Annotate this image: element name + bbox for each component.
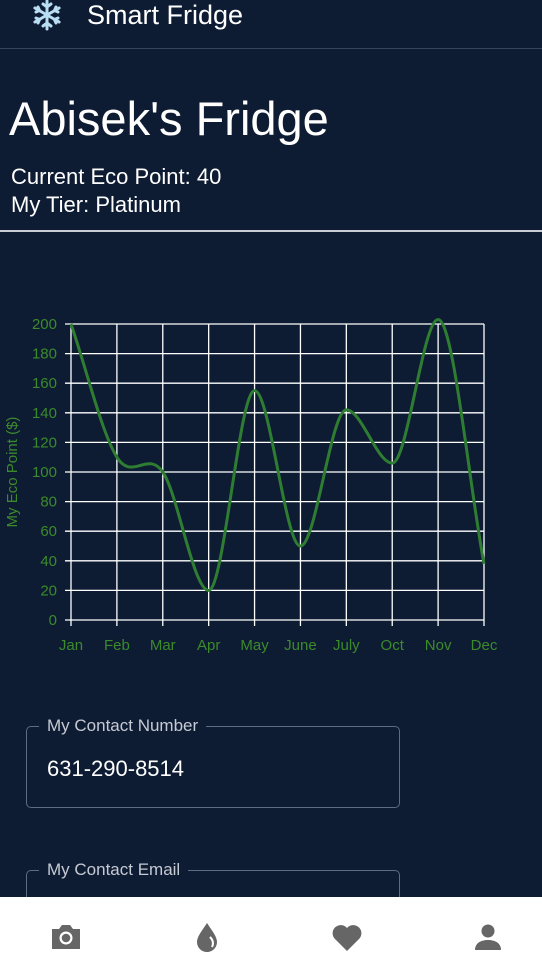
contact-number-field[interactable]: My Contact Number 631-290-8514: [26, 716, 400, 808]
y-tick-label: 180: [32, 346, 57, 363]
section-divider: [0, 230, 542, 232]
x-tick-label: Jan: [59, 637, 83, 654]
y-tick-label: 140: [32, 405, 57, 422]
drop-icon[interactable]: [189, 919, 225, 955]
y-tick-label: 60: [40, 523, 57, 540]
x-tick-label: Apr: [197, 637, 220, 654]
contact-number-label: My Contact Number: [39, 716, 207, 736]
x-tick-label: Dec: [471, 637, 498, 654]
app-title: Smart Fridge: [87, 0, 244, 30]
eco-point-text: Current Eco Point: 40: [11, 164, 222, 189]
y-tick-label: 40: [40, 553, 57, 570]
fridge-owner-heading: Abisek's Fridge: [9, 92, 329, 145]
y-tick-label: 120: [32, 434, 57, 451]
y-tick-label: 100: [32, 464, 57, 481]
app-bar: Smart Fridge: [0, 0, 542, 49]
heart-icon[interactable]: [329, 919, 365, 955]
person-icon[interactable]: [470, 919, 506, 955]
tier-text: My Tier: Platinum: [11, 192, 181, 217]
y-tick-label: 200: [32, 316, 57, 333]
x-tick-label: May: [240, 637, 269, 654]
contact-email-label: My Contact Email: [39, 860, 189, 880]
x-tick-label: Nov: [425, 637, 452, 654]
eco-point-line-chart: 0 20 40 60 80 100 120 140 160 180 200 Jan Feb Mar Apr M…: [4, 316, 498, 654]
x-tick-label: Feb: [104, 637, 130, 654]
x-tick-label: July: [333, 637, 360, 654]
camera-icon[interactable]: [48, 919, 84, 955]
bottom-tab-bar: [0, 897, 542, 974]
y-tick-label: 80: [40, 494, 57, 511]
x-tick-label: June: [284, 637, 317, 654]
x-tick-label: Mar: [150, 637, 176, 654]
x-tick-label: Oct: [381, 637, 405, 654]
y-tick-label: 0: [49, 612, 57, 629]
y-axis-label: My Eco Point ($): [4, 417, 21, 528]
eco-point-series-line: [69, 318, 486, 592]
y-tick-label: 20: [40, 582, 57, 599]
contact-number-value: 631-290-8514: [47, 756, 185, 781]
y-tick-label: 160: [32, 375, 57, 392]
snowflake-icon: [33, 0, 61, 31]
